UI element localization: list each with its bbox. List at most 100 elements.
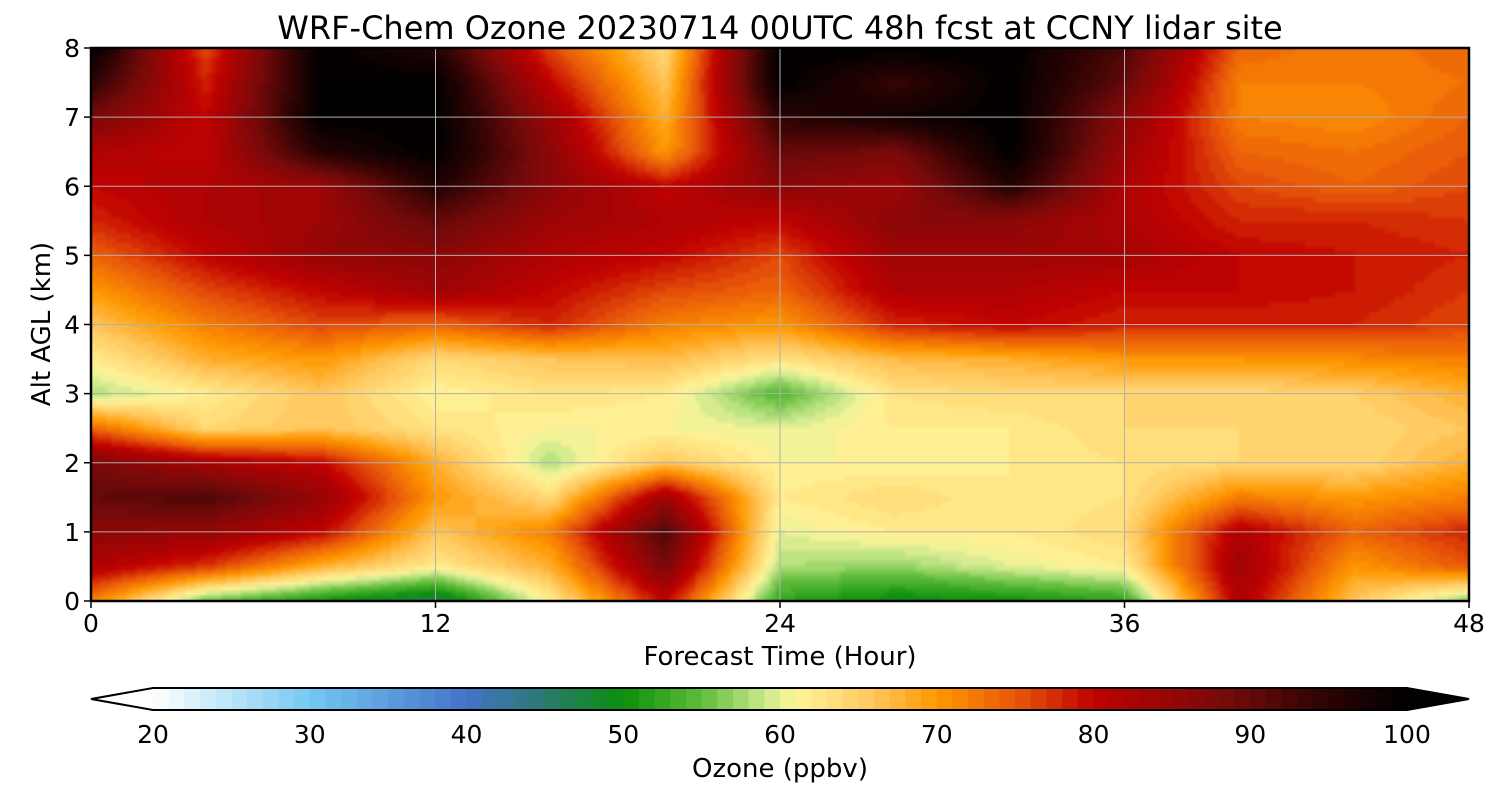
colorbar-segment: [732, 688, 750, 710]
colorbar-segment: [858, 688, 875, 710]
colorbar-ticks: 20 30 40 50 60 70 80 90 100: [137, 720, 1431, 749]
colorbar-segment: [591, 688, 609, 710]
colorbar-tick-label: 100: [1383, 720, 1431, 749]
colorbar-segment: [921, 688, 938, 710]
colorbar-segment: [638, 688, 656, 710]
colorbar-segment: [1203, 688, 1220, 710]
chart-title: WRF-Chem Ozone 20230714 00UTC 48h fcst a…: [277, 9, 1282, 47]
colorbar-segment: [1171, 688, 1189, 710]
y-tick-label: 8: [64, 34, 80, 63]
colorbar-tick-label: 90: [1234, 720, 1266, 749]
y-tick-label: 0: [64, 587, 80, 616]
colorbar-segment: [1109, 688, 1126, 710]
colorbar-segment: [560, 688, 577, 710]
x-axis-label: Forecast Time (Hour): [643, 642, 916, 672]
colorbar-segment: [247, 688, 264, 710]
colorbar-tick-label: 70: [921, 720, 953, 749]
colorbar: 20 30 40 50 60 70 80 90 100 Ozone (ppbv): [90, 687, 1470, 784]
colorbar-tick-label: 60: [764, 720, 796, 749]
colorbar-segment: [842, 688, 859, 710]
colorbar-segment: [1156, 688, 1173, 710]
colorbar-segment: [968, 688, 985, 710]
colorbar-segment: [795, 688, 812, 710]
x-tick-label: 0: [83, 609, 99, 638]
colorbar-segment: [1077, 688, 1095, 710]
colorbar-segment: [325, 688, 342, 710]
colorbar-segment: [372, 688, 389, 710]
colorbar-tick-label: 30: [294, 720, 326, 749]
colorbar-low-extension: [91, 688, 153, 710]
colorbar-segment: [1234, 688, 1251, 710]
colorbar-segment: [153, 688, 170, 710]
colorbar-high-extension: [1407, 688, 1469, 710]
colorbar-tick-label: 50: [607, 720, 639, 749]
colorbar-segment: [1015, 688, 1032, 710]
colorbar-tick-label: 20: [137, 720, 169, 749]
colorbar-segment: [1344, 688, 1361, 710]
colorbar-segment: [905, 688, 922, 710]
y-tick-label: 3: [64, 380, 80, 409]
colorbar-segment: [1281, 688, 1298, 710]
colorbar-segment: [294, 688, 311, 710]
colorbar-tick-label: 80: [1078, 720, 1110, 749]
colorbar-segment: [341, 688, 358, 710]
colorbar-segment: [1312, 688, 1330, 710]
y-axis: 0 1 2 3 4 5 6 7 8: [64, 34, 91, 616]
colorbar-segment: [670, 688, 687, 710]
colorbar-segment: [1062, 688, 1079, 710]
colorbar-segment: [403, 688, 421, 710]
colorbar-segment: [544, 688, 562, 710]
colorbar-segment: [1140, 688, 1157, 710]
colorbar-segment: [1265, 688, 1283, 710]
colorbar-segment: [231, 688, 248, 710]
colorbar-segment: [1046, 688, 1063, 710]
colorbar-segment: [1391, 688, 1408, 710]
colorbar-segment: [936, 688, 954, 710]
colorbar-segment: [889, 688, 906, 710]
colorbar-outline: [90, 687, 1470, 711]
colorbar-label: Ozone (ppbv): [692, 754, 868, 784]
colorbar-segment: [874, 688, 891, 710]
colorbar-segment: [356, 688, 374, 710]
colorbar-segment: [576, 688, 593, 710]
y-tick-label: 4: [64, 311, 80, 340]
colorbar-segment: [654, 688, 671, 710]
colorbar-segment: [717, 688, 734, 710]
colorbar-segment: [388, 688, 405, 710]
colorbar-segment: [466, 688, 483, 710]
colorbar-segment: [309, 688, 327, 710]
x-tick-label: 24: [764, 609, 796, 638]
y-tick-label: 2: [64, 449, 80, 478]
colorbar-segment: [764, 688, 781, 710]
colorbar-segment: [1375, 688, 1392, 710]
colorbar-segment: [780, 688, 797, 710]
colorbar-segments: [153, 688, 1408, 710]
colorbar-segment: [1250, 688, 1267, 710]
y-tick-label: 6: [64, 172, 80, 201]
colorbar-segment: [184, 688, 201, 710]
colorbar-segment: [1093, 688, 1110, 710]
colorbar-segment: [200, 688, 217, 710]
colorbar-segment: [1297, 688, 1314, 710]
colorbar-segment: [983, 688, 1001, 710]
y-axis-label: Alt AGL (km): [27, 242, 57, 406]
colorbar-segment: [497, 688, 515, 710]
colorbar-segment: [1359, 688, 1377, 710]
colorbar-segment: [1187, 688, 1204, 710]
colorbar-segment: [482, 688, 499, 710]
x-tick-label: 12: [420, 609, 452, 638]
colorbar-tick-label: 40: [451, 720, 483, 749]
colorbar-segment: [529, 688, 546, 710]
colorbar-segment: [623, 688, 640, 710]
colorbar-segment: [1218, 688, 1236, 710]
colorbar-segment: [513, 688, 530, 710]
y-tick-label: 7: [64, 103, 80, 132]
x-tick-label: 48: [1453, 609, 1485, 638]
colorbar-segment: [701, 688, 718, 710]
colorbar-segment: [607, 688, 624, 710]
x-tick-label: 36: [1109, 609, 1141, 638]
colorbar-segment: [999, 688, 1016, 710]
colorbar-segment: [748, 688, 765, 710]
colorbar-segment: [1030, 688, 1048, 710]
